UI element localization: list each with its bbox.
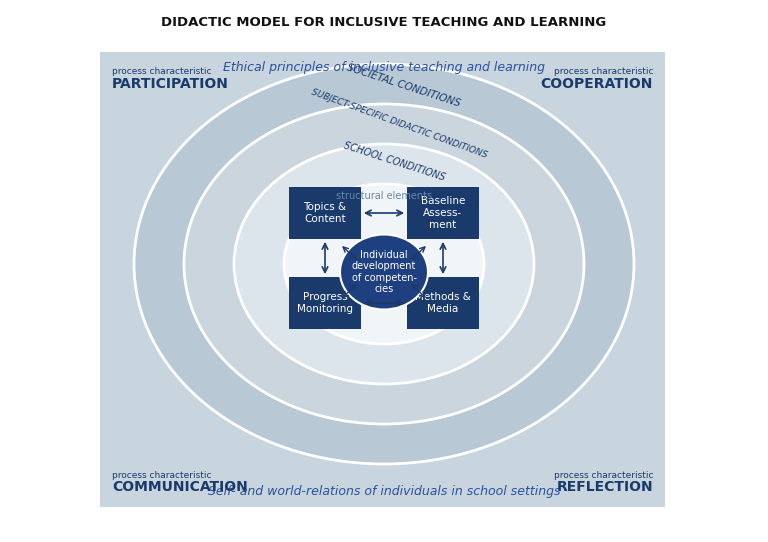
FancyBboxPatch shape xyxy=(289,187,361,239)
Ellipse shape xyxy=(340,235,428,309)
Text: SCHOOL CONDITIONS: SCHOOL CONDITIONS xyxy=(342,141,446,183)
Text: structural elements: structural elements xyxy=(336,191,432,201)
Text: Progress
Monitoring: Progress Monitoring xyxy=(297,292,353,314)
Text: Methods &
Media: Methods & Media xyxy=(415,292,471,314)
Text: Ethical principles of inclusive teaching and learning: Ethical principles of inclusive teaching… xyxy=(223,61,545,74)
FancyBboxPatch shape xyxy=(407,277,479,329)
FancyBboxPatch shape xyxy=(289,277,361,329)
Text: DIDACTIC MODEL FOR INCLUSIVE TEACHING AND LEARNING: DIDACTIC MODEL FOR INCLUSIVE TEACHING AN… xyxy=(161,16,607,29)
Text: Self- and world-relations of individuals in school settings: Self- and world-relations of individuals… xyxy=(208,486,560,499)
Ellipse shape xyxy=(284,184,484,344)
Text: Topics &
Content: Topics & Content xyxy=(303,202,346,224)
FancyBboxPatch shape xyxy=(100,52,665,507)
Text: process characteristic: process characteristic xyxy=(554,68,653,76)
Ellipse shape xyxy=(134,64,634,464)
Text: PARTICIPATION: PARTICIPATION xyxy=(112,77,229,91)
Ellipse shape xyxy=(234,144,534,384)
FancyBboxPatch shape xyxy=(407,187,479,239)
Text: process characteristic: process characteristic xyxy=(112,68,211,76)
Text: SOCIETAL CONDITIONS: SOCIETAL CONDITIONS xyxy=(346,63,462,109)
Text: COMMUNICATION: COMMUNICATION xyxy=(112,480,248,494)
Text: REFLECTION: REFLECTION xyxy=(556,480,653,494)
Text: process characteristic: process characteristic xyxy=(554,470,653,480)
Text: Individual
development
of competen-
cies: Individual development of competen- cies xyxy=(352,250,416,294)
Text: process characteristic: process characteristic xyxy=(112,470,211,480)
Text: Baseline
Assess-
ment: Baseline Assess- ment xyxy=(421,196,465,230)
Ellipse shape xyxy=(184,104,584,424)
Text: COOPERATION: COOPERATION xyxy=(541,77,653,91)
Text: SUBJECT-SPECIFIC DIDACTIC CONDITIONS: SUBJECT-SPECIFIC DIDACTIC CONDITIONS xyxy=(310,88,488,160)
